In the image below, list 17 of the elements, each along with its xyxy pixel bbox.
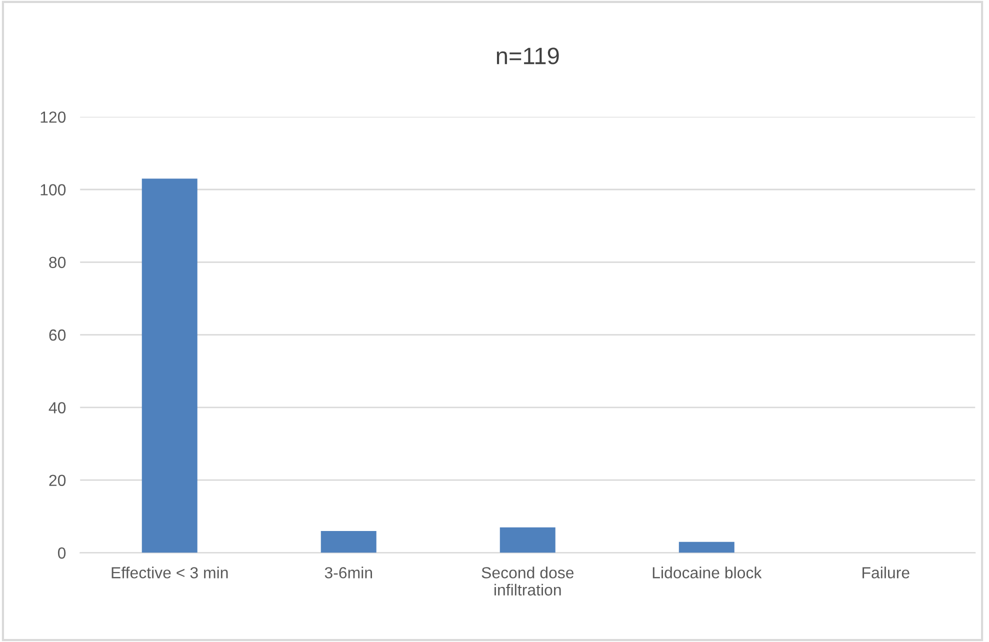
x-tick-label: Effective < 3 min — [112, 566, 228, 578]
y-tick-label: 120 — [40, 111, 66, 123]
chart-title: n=119 — [496, 48, 559, 64]
x-tick-label: Failure — [862, 566, 910, 578]
y-tick-label: 0 — [58, 547, 66, 559]
x-tick-label: Lidocaine block — [652, 566, 762, 578]
bar — [500, 527, 556, 553]
y-tick-label: 80 — [49, 256, 66, 268]
bar — [142, 178, 198, 553]
x-tick-label: 3-6min — [324, 566, 372, 578]
x-tick-label: Second dose infiltration — [482, 566, 574, 596]
y-tick-label: 100 — [40, 184, 66, 196]
bar — [678, 542, 734, 553]
y-tick-label: 60 — [49, 329, 66, 341]
y-tick-label: 40 — [48, 402, 66, 414]
bar — [320, 530, 376, 553]
y-tick-label: 20 — [49, 474, 66, 486]
